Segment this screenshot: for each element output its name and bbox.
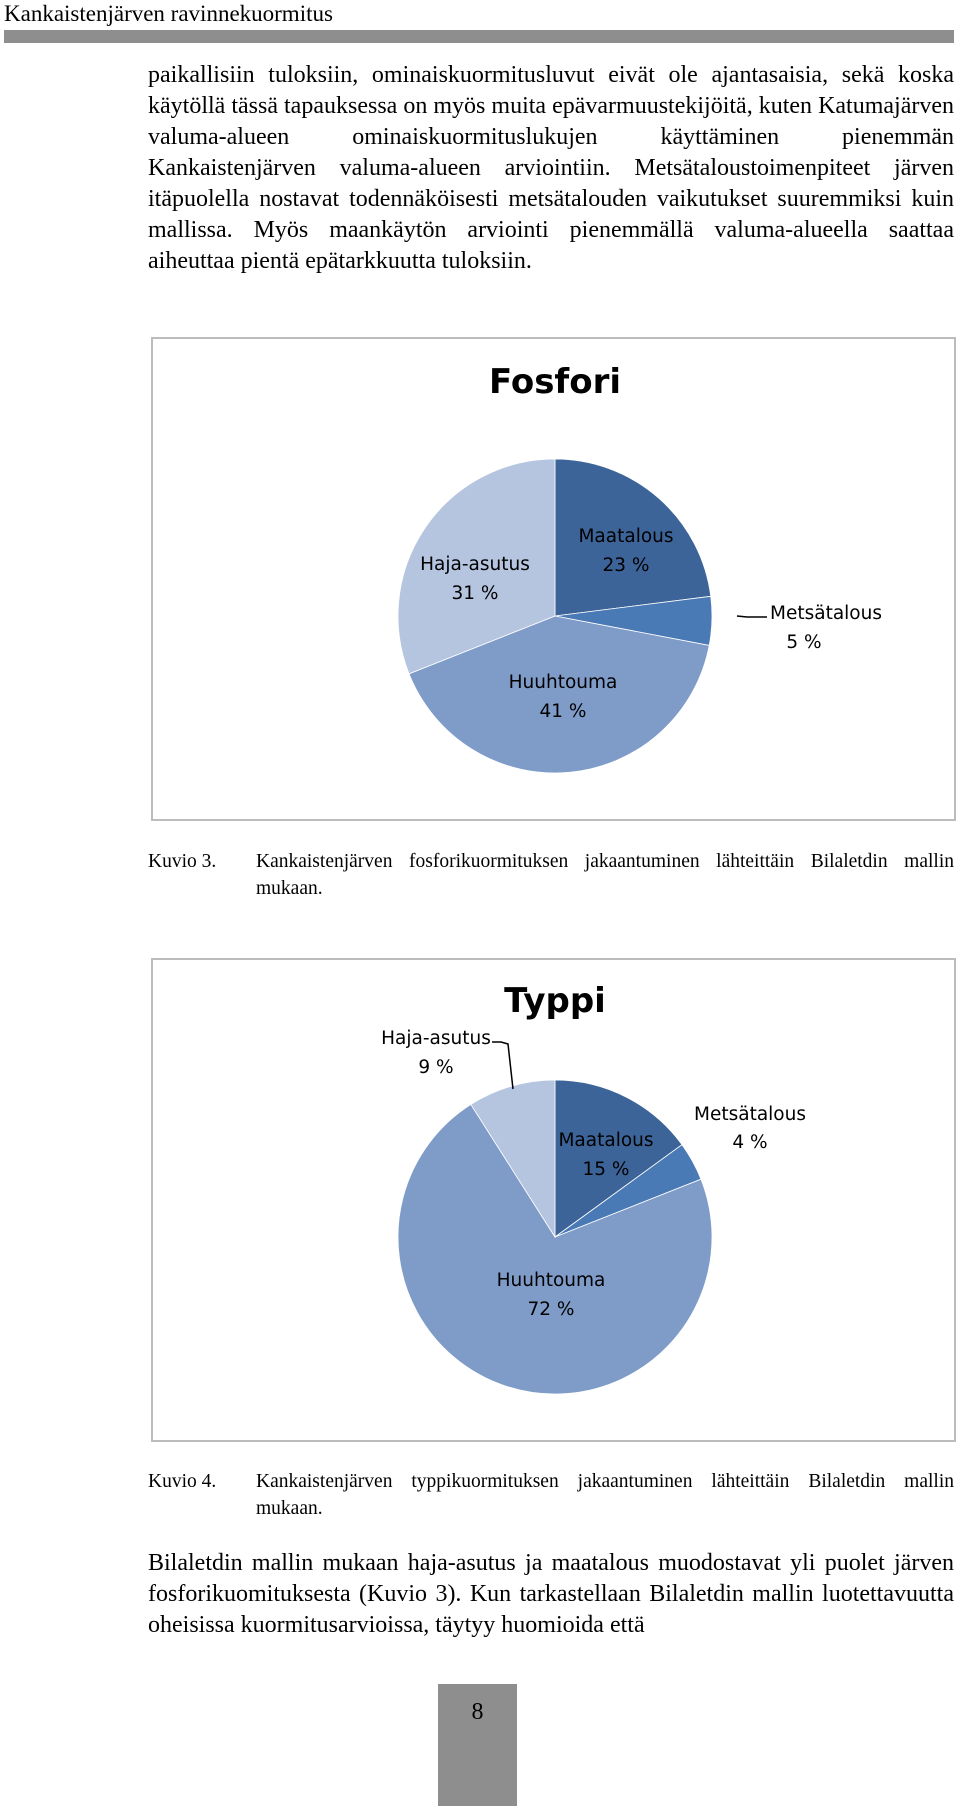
header-rule — [4, 30, 954, 43]
slice-label-category: Maatalous — [578, 526, 673, 547]
pie-slice-haja-asutus — [397, 458, 556, 675]
slice-label-category: Metsätalous — [694, 1104, 806, 1125]
chart-phosphorus: Fosfori Maatalous 23 % Metsätalous 5 % H… — [151, 337, 956, 821]
leader-line — [492, 1041, 514, 1090]
slice-label-value: 72 % — [528, 1299, 575, 1320]
running-header-title: Kankaistenjärven ravinnekuormitus — [4, 1, 333, 26]
chart-nitrogen: Typpi Maatalous 15 % Metsätalous 4 % Huu… — [151, 958, 956, 1442]
chart-phosphorus-svg: Fosfori Maatalous 23 % Metsätalous 5 % H… — [397, 362, 882, 774]
chart-nitrogen-svg: Typpi Maatalous 15 % Metsätalous 4 % Huu… — [381, 981, 806, 1395]
slice-label-value: 41 % — [540, 701, 587, 722]
chart-title: Typpi — [504, 981, 606, 1021]
slice-label-value: 4 % — [732, 1132, 767, 1153]
pie-slice-haja-asutus — [470, 1079, 556, 1239]
body-paragraph-intro: paikallisiin tuloksiin, ominaiskuormitus… — [148, 62, 954, 274]
caption-text: Kankaistenjärven typpikuormituksen jakaa… — [256, 1471, 954, 1519]
page-number: 8 — [438, 1684, 517, 1806]
running-header: Kankaistenjärven ravinnekuormitus — [4, 0, 954, 44]
leader-line — [736, 615, 767, 618]
slice-label-category: Haja-asutus — [381, 1028, 491, 1049]
pie-slice-huuhtouma — [397, 1103, 713, 1395]
slice-label-category: Metsätalous — [770, 603, 882, 624]
caption-label: Kuvio 4. — [148, 1471, 217, 1492]
slice-label-value: 23 % — [603, 555, 650, 576]
slice-label-value: 5 % — [786, 632, 821, 653]
slice-label-category: Maatalous — [558, 1130, 653, 1151]
pie-slice-maatalous — [554, 458, 712, 617]
slice-label-value: 31 % — [452, 583, 499, 604]
slice-label-category: Huuhtouma — [497, 1270, 606, 1291]
pie-slice-maatalous — [554, 1079, 683, 1238]
chart-title: Fosfori — [489, 362, 621, 402]
caption-label: Kuvio 3. — [148, 851, 217, 872]
slice-label-value: 15 % — [583, 1159, 630, 1180]
pie-slice-huuhtouma — [408, 615, 710, 774]
caption-text: Kankaistenjärven fosforikuormituksen jak… — [256, 851, 954, 899]
slice-label-category: Haja-asutus — [420, 554, 530, 575]
slice-label-category: Huuhtouma — [509, 672, 618, 693]
slice-label-value: 9 % — [418, 1057, 453, 1078]
body-paragraph-conclusion: Bilaletdin mallin mukaan haja-asutus ja … — [148, 1550, 954, 1638]
